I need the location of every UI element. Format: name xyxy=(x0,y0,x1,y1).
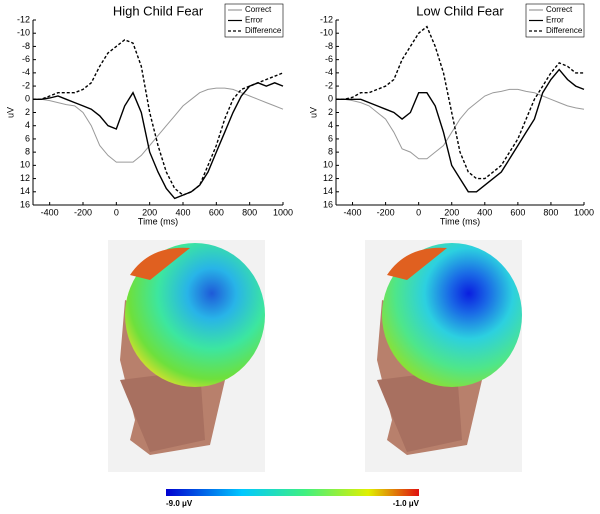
y-tick-label: -2 xyxy=(22,80,30,90)
y-tick-label: -4 xyxy=(22,67,30,77)
series-line xyxy=(336,25,584,180)
legend-label: Error xyxy=(245,16,263,25)
y-tick-label: -2 xyxy=(325,80,333,90)
series-line xyxy=(336,68,585,193)
x-tick-label: 800 xyxy=(242,207,257,217)
y-tick-label: -10 xyxy=(17,28,30,38)
x-tick-label: 200 xyxy=(142,207,157,217)
x-tick-label: 800 xyxy=(543,207,558,217)
y-tick-label: 14 xyxy=(20,186,30,196)
y-tick-label: 16 xyxy=(323,199,333,209)
head-right xyxy=(365,240,522,472)
y-tick-label: 2 xyxy=(25,107,30,117)
y-tick-label: -6 xyxy=(22,54,30,64)
head-left xyxy=(108,240,265,472)
y-axis-label: uV xyxy=(308,107,318,118)
y-tick-label: -6 xyxy=(325,54,333,64)
legend-label: Correct xyxy=(546,5,573,14)
y-tick-label: 8 xyxy=(25,147,30,157)
x-tick-label: 400 xyxy=(175,207,190,217)
x-tick-label: -400 xyxy=(41,207,59,217)
series-line xyxy=(33,82,284,200)
y-tick-label: 8 xyxy=(328,147,333,157)
series-line xyxy=(336,88,585,160)
y-tick-label: 10 xyxy=(20,160,30,170)
y-axis-label: uV xyxy=(5,107,15,118)
y-tick-label: 0 xyxy=(328,94,333,104)
y-tick-label: -10 xyxy=(320,28,333,38)
y-tick-label: 4 xyxy=(25,120,30,130)
y-tick-label: 6 xyxy=(25,133,30,143)
series-line xyxy=(33,87,284,163)
y-tick-label: 0 xyxy=(25,94,30,104)
y-tick-label: 4 xyxy=(328,120,333,130)
x-tick-label: 1000 xyxy=(574,207,594,217)
chart-title: High Child Fear xyxy=(113,3,204,18)
y-tick-label: -8 xyxy=(22,41,30,51)
x-tick-label: 1000 xyxy=(273,207,293,217)
legend-label: Difference xyxy=(245,26,282,35)
x-tick-label: -200 xyxy=(377,207,395,217)
y-tick-label: 2 xyxy=(328,107,333,117)
x-tick-label: 600 xyxy=(510,207,525,217)
x-tick-label: -200 xyxy=(74,207,92,217)
y-tick-label: 12 xyxy=(323,173,333,183)
x-tick-label: 400 xyxy=(477,207,492,217)
x-tick-label: 600 xyxy=(209,207,224,217)
legend-label: Correct xyxy=(245,5,272,14)
colorbar-max-label: -1.0 μV xyxy=(393,499,420,508)
y-tick-label: 6 xyxy=(328,133,333,143)
x-tick-label: 200 xyxy=(444,207,459,217)
y-tick-label: 14 xyxy=(323,186,333,196)
x-tick-label: -400 xyxy=(344,207,362,217)
y-tick-label: -12 xyxy=(320,14,333,24)
y-tick-label: 12 xyxy=(20,173,30,183)
colorbar-min-label: -9.0 μV xyxy=(166,499,193,508)
colorbar xyxy=(166,489,419,496)
x-axis-label: Time (ms) xyxy=(440,216,480,226)
y-tick-label: -8 xyxy=(325,41,333,51)
y-tick-label: 16 xyxy=(20,199,30,209)
y-tick-label: -4 xyxy=(325,67,333,77)
legend-label: Difference xyxy=(546,26,583,35)
y-tick-label: 10 xyxy=(323,160,333,170)
y-tick-label: -12 xyxy=(17,14,30,24)
chart-title: Low Child Fear xyxy=(416,3,504,18)
x-axis-label: Time (ms) xyxy=(138,216,178,226)
legend-label: Error xyxy=(546,16,564,25)
x-tick-label: 0 xyxy=(416,207,421,217)
series-line xyxy=(33,39,284,196)
x-tick-label: 0 xyxy=(114,207,119,217)
